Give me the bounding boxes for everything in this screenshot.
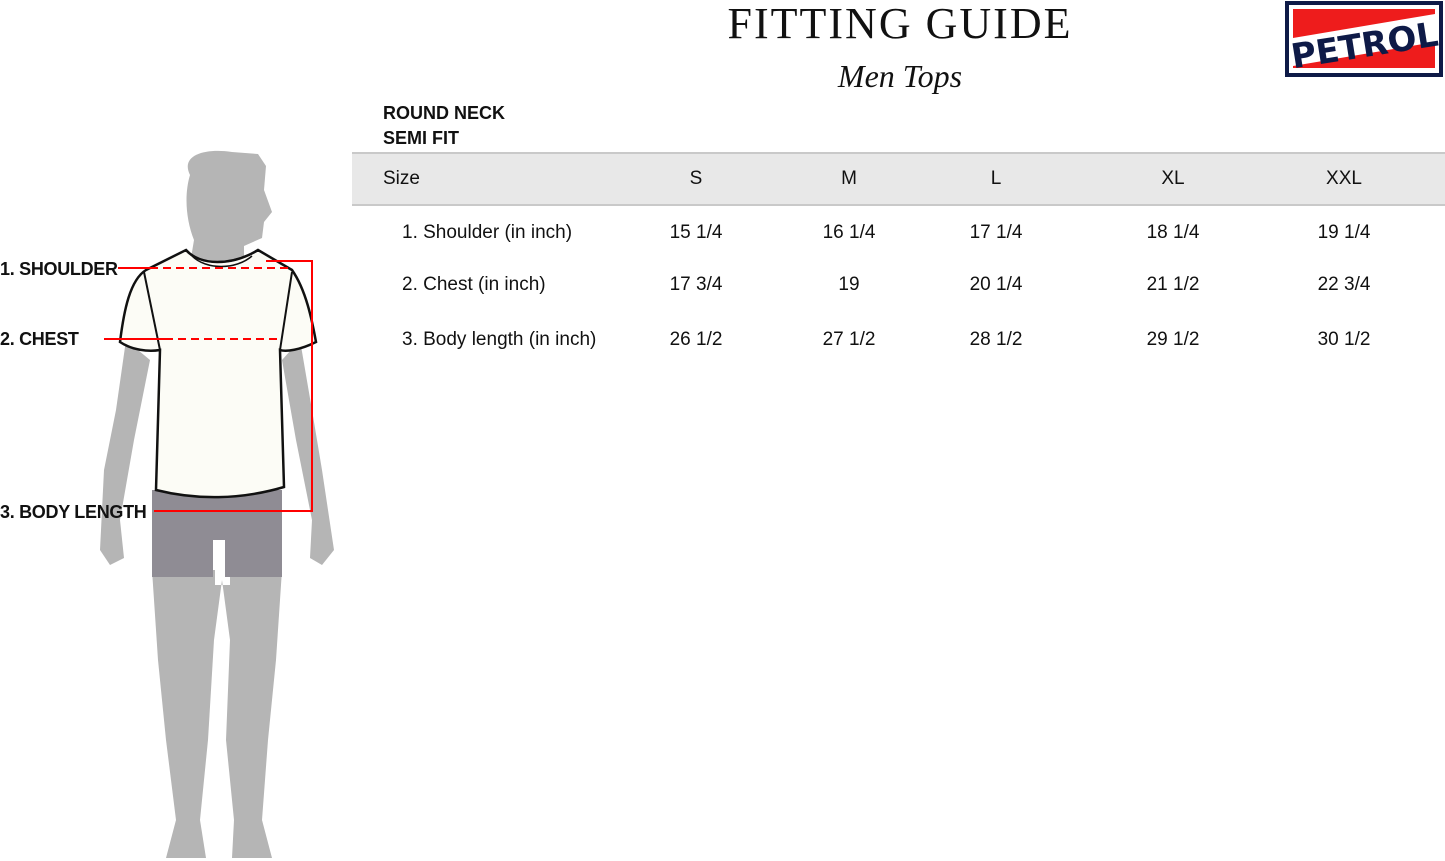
fit-type: SEMI FIT [383, 128, 459, 148]
right-arm [282, 340, 334, 565]
measurement-cell: 16 1/4 [822, 222, 876, 243]
t-shirt [118, 248, 318, 499]
shoulder-label: 1. SHOULDER [0, 259, 118, 279]
petrol-logo: PETROL [1285, 1, 1443, 77]
measurement-cell: 19 1/4 [1317, 222, 1371, 243]
measurement-cell: 15 1/4 [669, 222, 723, 243]
page-subtitle: Men Tops [837, 58, 963, 94]
measurement-cell: 28 1/2 [969, 329, 1023, 350]
size-header-m: M [841, 168, 857, 189]
body-figure [100, 150, 334, 858]
head-silhouette [186, 150, 272, 264]
row-label: 1. Shoulder (in inch) [402, 222, 573, 243]
measurement-cell: 17 3/4 [669, 274, 723, 295]
body-length-label: 3. BODY LENGTH [0, 502, 147, 522]
row-label: 3. Body length (in inch) [402, 329, 597, 350]
measurement-cell: 30 1/2 [1317, 329, 1371, 350]
left-arm [100, 340, 150, 565]
chest-label: 2. CHEST [0, 329, 79, 349]
size-header-xxl: XXL [1326, 168, 1362, 189]
row-label: 2. Chest (in inch) [402, 274, 546, 295]
measurement-cell: 18 1/4 [1146, 222, 1200, 243]
measurement-cell: 19 [838, 274, 860, 295]
measurement-cell: 17 1/4 [969, 222, 1023, 243]
size-header-s: S [689, 168, 703, 189]
page-title: FITTING GUIDE [727, 0, 1073, 48]
measurement-cell: 26 1/2 [669, 329, 723, 350]
measurement-cell: 20 1/4 [969, 274, 1023, 295]
legs [152, 570, 282, 858]
measurement-cell: 29 1/2 [1146, 329, 1200, 350]
neck-type: ROUND NECK [383, 103, 506, 123]
size-table-header [352, 152, 1445, 206]
size-header-xl: XL [1161, 168, 1185, 189]
measurement-cell: 27 1/2 [822, 329, 876, 350]
size-header-label: Size [383, 168, 420, 189]
size-header-l: L [990, 168, 1002, 189]
measurement-cell: 22 3/4 [1317, 274, 1371, 295]
measurement-cell: 21 1/2 [1146, 274, 1200, 295]
shorts [152, 490, 282, 577]
